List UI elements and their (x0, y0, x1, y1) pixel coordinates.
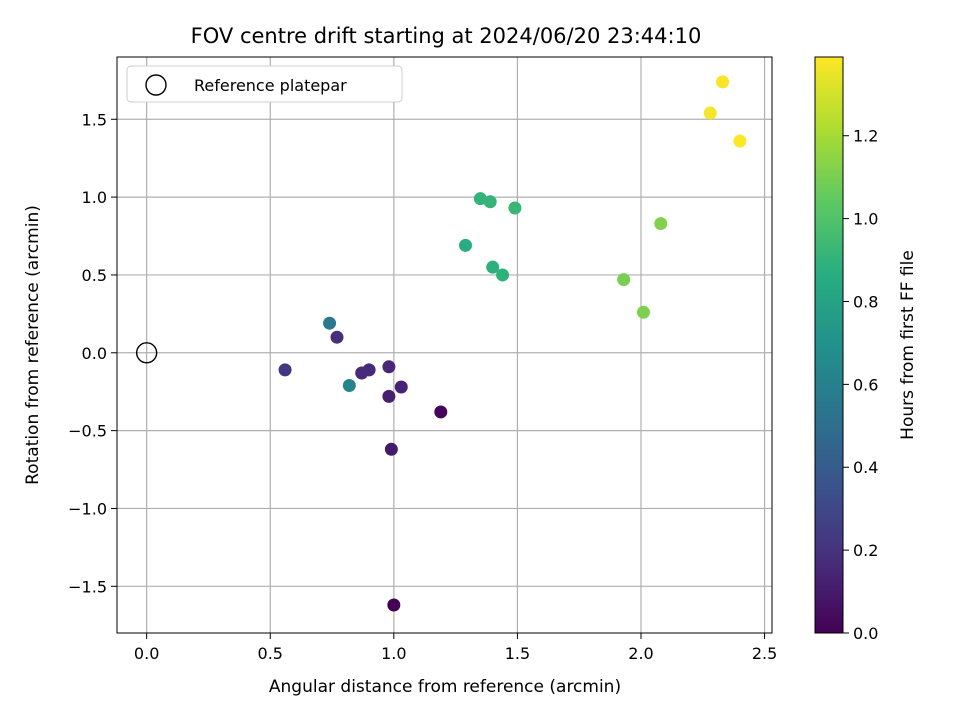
y-axis-label: Rotation from reference (arcmin) (23, 205, 43, 485)
x-tick-label: 0.0 (134, 644, 159, 663)
x-axis-ticks: 0.0 0.5 1.0 1.5 2.0 2.5 (134, 633, 777, 663)
colorbar-tick-label: 0.6 (853, 375, 878, 394)
reference-marker-layer (135, 342, 158, 364)
data-point (654, 217, 668, 231)
data-point (703, 106, 717, 120)
data-point (617, 273, 631, 287)
data-point (387, 598, 401, 612)
data-point (382, 360, 396, 374)
data-point (636, 305, 650, 319)
colorbar-ticks: 0.0 0.2 0.4 0.6 0.8 1.0 1.2 (843, 127, 878, 643)
data-point (342, 378, 356, 392)
x-tick-label: 0.5 (258, 644, 283, 663)
x-axis-label: Angular distance from reference (arcmin) (269, 677, 621, 697)
data-point (278, 363, 292, 377)
data-point (384, 442, 398, 456)
data-point (434, 405, 448, 419)
legend-entry-reference: Reference platepar (194, 76, 347, 95)
y-tick-label: 1.0 (82, 188, 107, 207)
legend-reference-marker (145, 74, 167, 96)
colorbar-label: Hours from first FF file (898, 250, 918, 440)
data-point (330, 330, 344, 344)
data-point (473, 192, 487, 206)
data-point (733, 134, 747, 148)
grid-lines (117, 57, 772, 633)
y-tick-label: −1.5 (68, 577, 107, 596)
data-point (483, 195, 497, 209)
legend: Reference platepar (126, 65, 403, 103)
data-points (278, 75, 747, 612)
x-tick-label: 1.5 (505, 644, 530, 663)
y-tick-label: 1.5 (82, 110, 107, 129)
colorbar: 0.0 0.2 0.4 0.6 0.8 1.0 1.2 Hours from first F… (814, 56, 918, 643)
y-axis-ticks: −1.5 −1.0 −0.5 0.0 0.5 1.0 1.5 (68, 110, 117, 596)
y-tick-label: 0.5 (82, 266, 107, 285)
data-point (716, 75, 730, 89)
data-point (508, 201, 522, 215)
x-tick-label: 2.0 (628, 644, 653, 663)
y-tick-label: −1.0 (68, 499, 107, 518)
data-point (382, 389, 396, 403)
data-point (496, 268, 510, 282)
colorbar-tick-label: 0.2 (853, 541, 878, 560)
plot-frame (116, 56, 773, 634)
colorbar-tick-label: 1.0 (853, 210, 878, 229)
colorbar-tick-label: 1.2 (853, 127, 878, 146)
data-point (459, 238, 473, 252)
y-tick-label: −0.5 (68, 422, 107, 441)
data-point (355, 366, 369, 380)
chart-title: FOV centre drift starting at 2024/06/20 … (191, 24, 702, 48)
colorbar-tick-label: 0.4 (853, 458, 878, 477)
reference-platepar-marker (135, 342, 158, 364)
data-point (394, 380, 408, 394)
colorbar-tick-label: 0.8 (853, 292, 878, 311)
legend-frame (126, 65, 403, 103)
colorbar-gradient (814, 56, 844, 634)
colorbar-tick-label: 0.0 (853, 624, 878, 643)
x-tick-label: 1.0 (381, 644, 406, 663)
x-tick-label: 2.5 (752, 644, 777, 663)
data-point (486, 260, 500, 274)
data-point (323, 316, 337, 330)
y-tick-label: 0.0 (82, 344, 107, 363)
